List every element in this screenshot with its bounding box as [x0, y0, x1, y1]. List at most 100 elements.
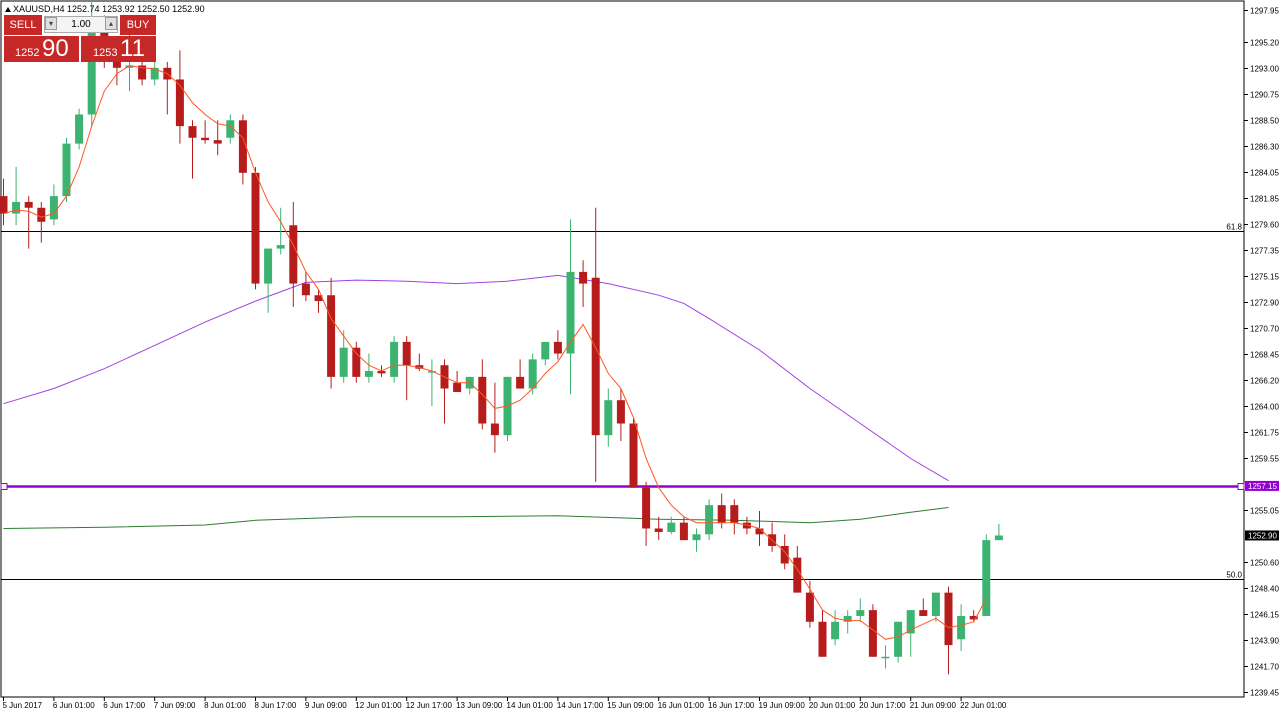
bearish-candle: [213, 140, 222, 144]
bullish-candle: [667, 522, 676, 532]
bearish-candle: [37, 207, 46, 222]
time-tick-label: 14 Jun 01:00: [507, 701, 554, 710]
bearish-candle: [944, 592, 953, 646]
bearish-candle: [478, 376, 487, 424]
sell-price-box[interactable]: 1252 90: [4, 35, 79, 62]
price-tick-label: 1281.85: [1250, 195, 1279, 204]
price-tick-label: 1270.70: [1250, 325, 1279, 334]
bearish-candle: [402, 341, 411, 366]
bearish-candle: [642, 487, 651, 529]
bearish-candle: [453, 382, 462, 393]
price-tick-label: 1266.20: [1250, 377, 1279, 386]
triangle-up-icon: [5, 7, 11, 12]
bullish-candle: [226, 120, 235, 138]
price-tick-label: 1261.75: [1250, 429, 1279, 438]
bullish-candle: [390, 341, 399, 377]
time-tick-label: 21 Jun 09:00: [910, 701, 957, 710]
lot-decrease-button[interactable]: ▾: [45, 17, 57, 30]
bearish-candle: [755, 528, 764, 535]
time-tick-label: 12 Jun 17:00: [406, 701, 453, 710]
bullish-candle: [150, 67, 159, 80]
fib-level-label: 50.0: [1226, 571, 1242, 580]
bullish-candle: [528, 359, 537, 389]
bullish-candle: [264, 248, 273, 284]
ohlc-values: 1252.74 1253.92 1252.50 1252.90: [67, 4, 205, 14]
buy-price-small: 1253: [93, 47, 118, 59]
price-tick-label: 1243.90: [1250, 637, 1279, 646]
time-tick-label: 8 Jun 01:00: [204, 701, 246, 710]
price-tick-label: 1297.95: [1250, 7, 1279, 16]
one-click-trading-panel: SELL 1.00 ▾ ▴ BUY 1252 90 1253 11: [4, 15, 156, 62]
bearish-candle: [679, 522, 688, 541]
price-tick-label: 1248.40: [1250, 585, 1279, 594]
bullish-candle: [566, 271, 575, 354]
bullish-candle: [994, 535, 1003, 541]
bearish-candle: [490, 423, 499, 436]
bullish-candle: [881, 656, 890, 659]
time-tick-label: 20 Jun 17:00: [859, 701, 906, 710]
bearish-candle: [516, 376, 525, 389]
bullish-candle: [125, 65, 134, 68]
time-tick-label: 16 Jun 17:00: [708, 701, 755, 710]
time-tick-label: 6 Jun 01:00: [53, 701, 95, 710]
bearish-candle: [352, 347, 361, 377]
buy-price-big: 11: [120, 35, 145, 62]
bearish-candle: [314, 295, 323, 302]
bullish-candle: [604, 400, 613, 436]
bullish-candle: [427, 371, 436, 373]
buy-button[interactable]: BUY: [120, 15, 156, 35]
price-tick-label: 1241.70: [1250, 663, 1279, 672]
bearish-candle: [868, 610, 877, 657]
time-tick-label: 15 Jun 09:00: [607, 701, 654, 710]
lot-increase-button[interactable]: ▴: [105, 17, 117, 30]
price-tick-label: 1290.75: [1250, 91, 1279, 100]
bearish-candle: [238, 120, 247, 173]
price-tick-label: 1295.20: [1250, 39, 1279, 48]
time-tick-label: 6 Jun 17:00: [103, 701, 145, 710]
symbol-header: XAUUSD,H4 1252.74 1253.92 1252.50 1252.9…: [5, 4, 205, 14]
bearish-candle: [301, 283, 310, 296]
bearish-candle: [289, 225, 298, 284]
long-moving-average-line: [3, 507, 949, 529]
symbol-name: XAUUSD,H4: [13, 4, 65, 14]
bullish-candle: [75, 114, 84, 144]
price-tick-label: 1246.15: [1250, 611, 1279, 620]
bullish-candle: [856, 610, 865, 616]
bullish-candle: [339, 347, 348, 377]
bullish-candle: [906, 610, 915, 634]
resistance-handle-left: [0, 483, 8, 490]
time-tick-label: 12 Jun 01:00: [355, 701, 402, 710]
bullish-candle: [276, 245, 285, 249]
bearish-candle: [553, 341, 562, 354]
bearish-candle: [24, 201, 33, 208]
bearish-candle: [616, 400, 625, 424]
bearish-candle: [805, 592, 814, 622]
lot-size-input[interactable]: 1.00: [44, 16, 118, 33]
resistance-handle-right: [1237, 483, 1245, 490]
sell-price-small: 1252: [15, 47, 40, 59]
bullish-candle: [982, 540, 991, 616]
bullish-candle: [62, 143, 71, 197]
bearish-candle: [629, 423, 638, 488]
sell-button[interactable]: SELL: [4, 15, 42, 35]
current-price-tag-label: 1252.90: [1248, 531, 1277, 540]
time-tick-label: 9 Jun 09:00: [305, 701, 347, 710]
time-tick-label: 20 Jun 01:00: [809, 701, 856, 710]
bullish-candle: [831, 621, 840, 640]
bearish-candle: [579, 271, 588, 284]
buy-price-box[interactable]: 1253 11: [81, 35, 156, 62]
price-tick-label: 1268.45: [1250, 351, 1279, 360]
time-tick-label: 8 Jun 17:00: [255, 701, 297, 710]
time-tick-label: 7 Jun 09:00: [154, 701, 196, 710]
resistance-price-tag-label: 1257.15: [1248, 482, 1277, 491]
bearish-candle: [251, 172, 260, 284]
bullish-candle: [364, 371, 373, 377]
price-tick-label: 1239.45: [1250, 689, 1279, 698]
plot-frame: [0, 0, 1245, 698]
fast-moving-average-line: [3, 64, 987, 640]
bullish-candle: [49, 196, 58, 220]
price-tick-label: 1293.00: [1250, 65, 1279, 74]
bearish-candle: [0, 196, 8, 214]
